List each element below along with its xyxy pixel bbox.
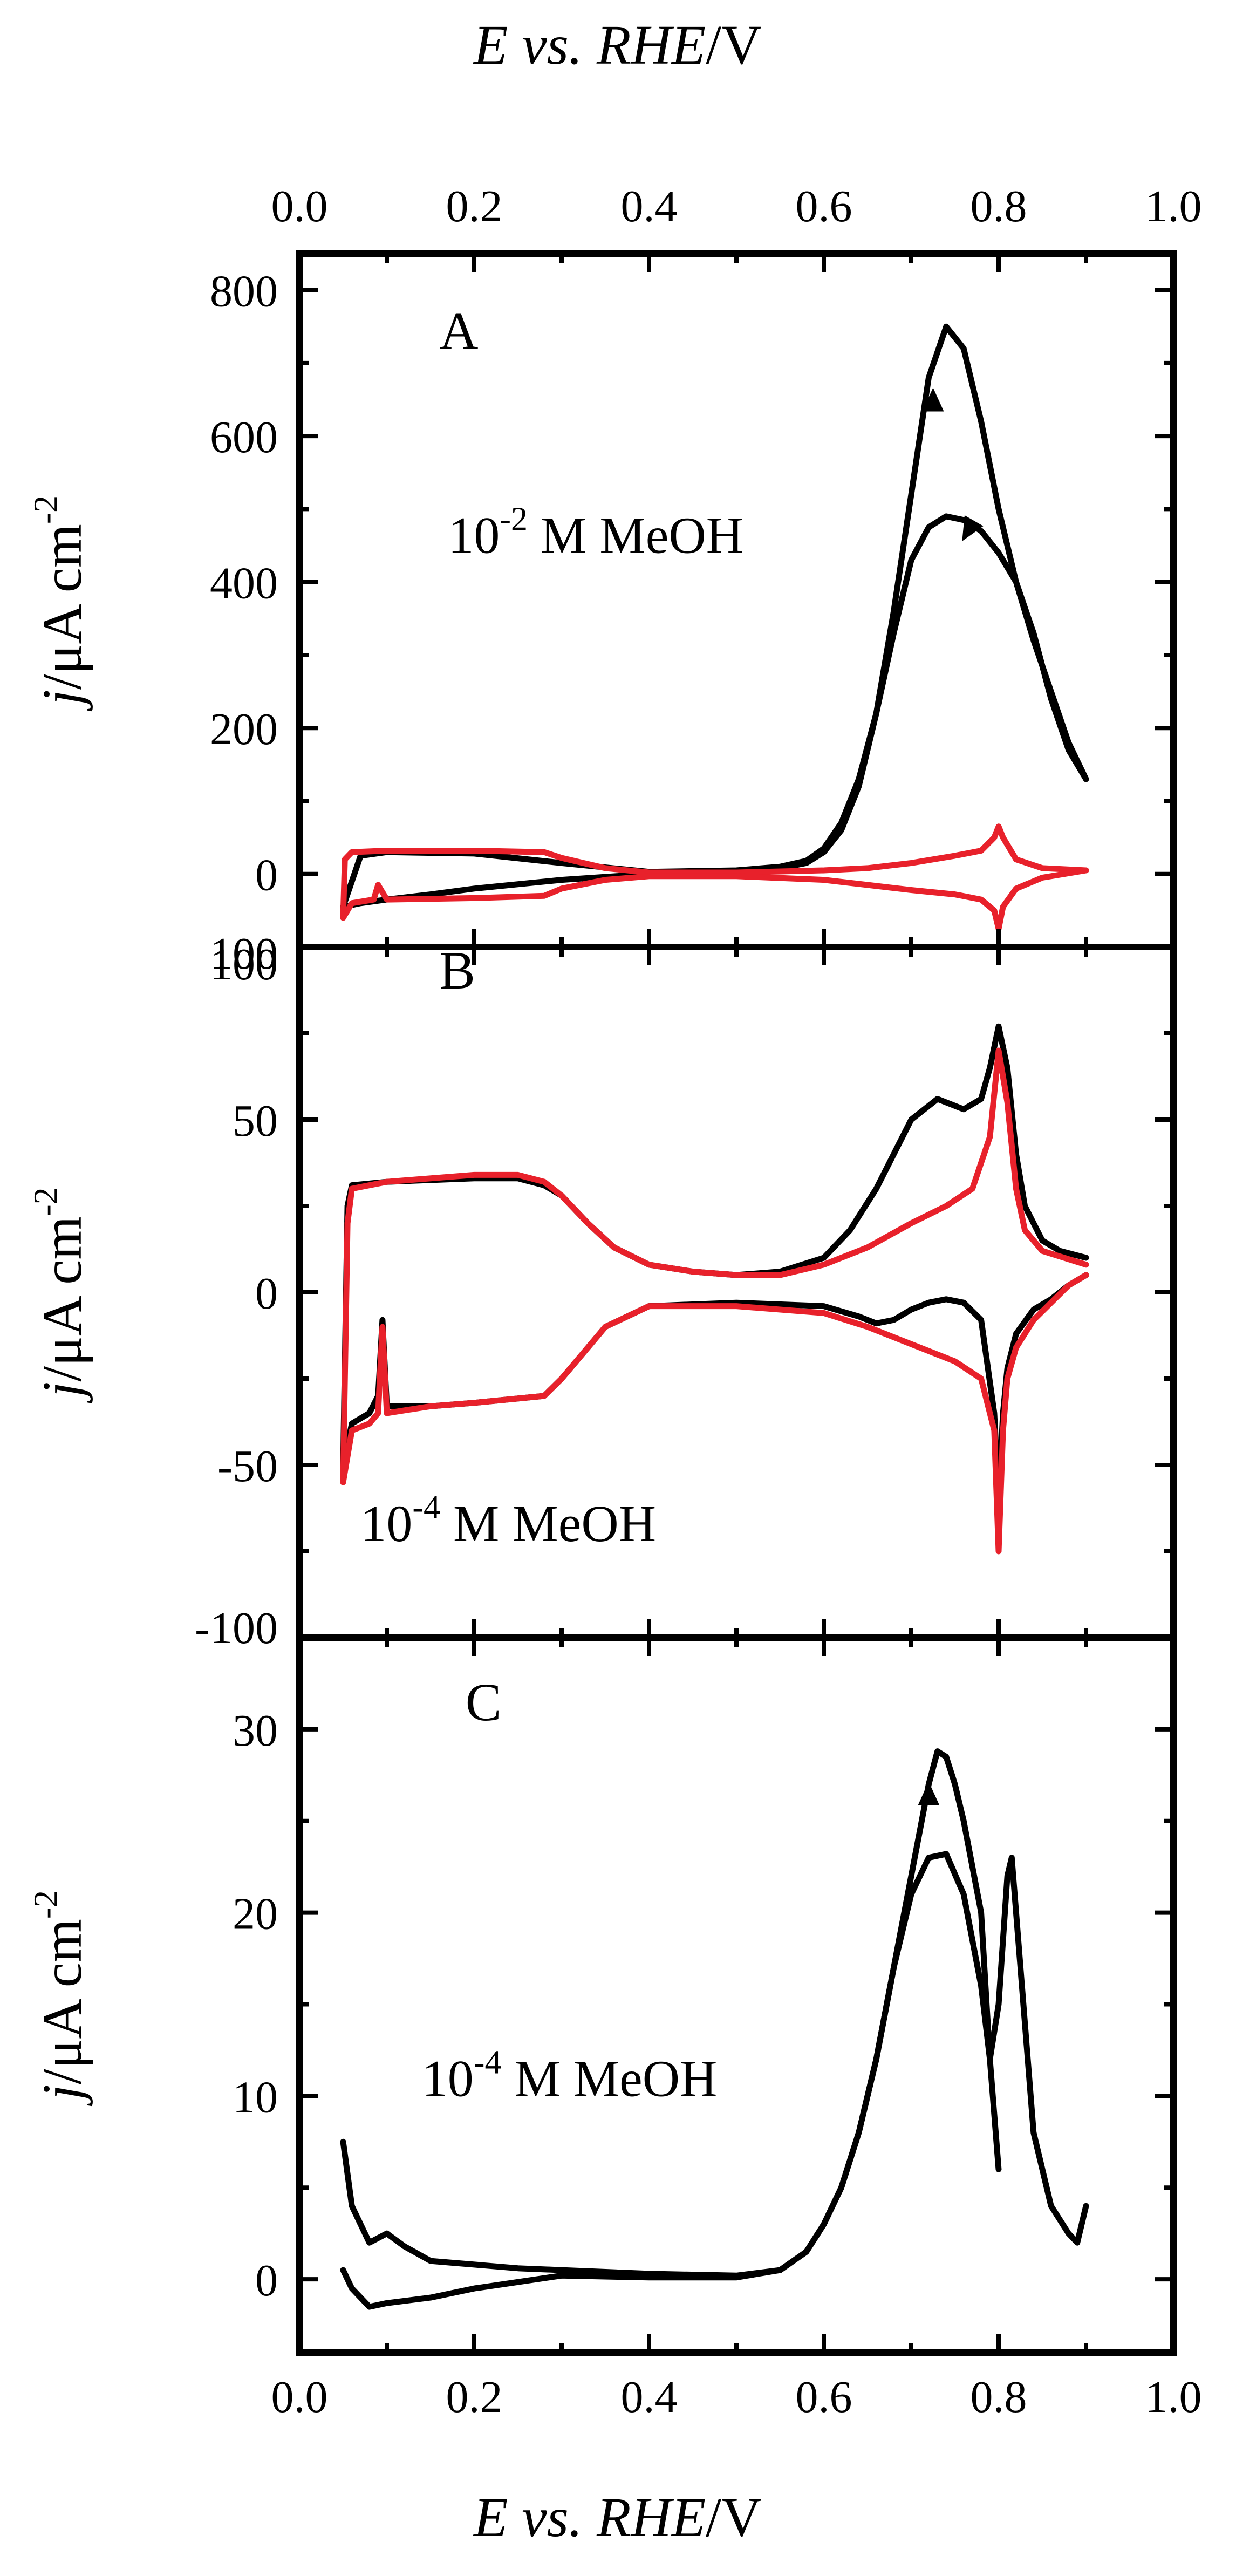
y-tick-label: 200	[210, 704, 278, 754]
panel-letter: C	[466, 1672, 502, 1732]
annotation-exponent: -4	[412, 1489, 440, 1526]
y-axis-title-j: j	[31, 1382, 93, 1404]
series-line-red-cathodic	[340, 867, 1089, 932]
x-tick-label-bottom: 0.6	[796, 2372, 852, 2422]
annotation-text: M MeOH	[528, 507, 743, 564]
y-axis-title-exponent: -2	[26, 495, 65, 524]
x-tick-label-bottom: 0.0	[271, 2372, 328, 2422]
y-tick-label: 0	[255, 850, 278, 901]
x-tick-label-bottom: 0.8	[971, 2372, 1027, 2422]
y-tick-label: 50	[233, 1096, 278, 1146]
series-line-red-anodic	[340, 823, 1089, 921]
x-tick-label-top: 1.0	[1145, 181, 1202, 231]
y-tick-label: 100	[210, 939, 278, 990]
x-tick-label-top: 0.0	[271, 181, 328, 231]
annotation-base: 10	[448, 507, 500, 564]
x-tick-label-top: 0.4	[621, 181, 678, 231]
series-line-red-cathodic	[340, 1272, 1089, 1555]
plot-frame	[296, 944, 1177, 1641]
y-tick-label: 0	[255, 1269, 278, 1319]
y-tick-label: 10	[233, 2072, 278, 2122]
annotation-text: M MeOH	[501, 2049, 717, 2107]
annotation-exponent: -2	[500, 501, 528, 538]
series-line-black-cathodic	[340, 513, 1089, 910]
x-tick-label-bottom: 1.0	[1145, 2372, 1202, 2422]
arrow-up-marker	[918, 1781, 940, 1805]
panel-b: -100 -50 0 50 100 B 10-4 M MeOH j/μA cm-2	[26, 939, 1177, 1653]
annotation-exponent: -4	[474, 2044, 502, 2081]
x-tick-label-bottom: 0.4	[621, 2372, 678, 2422]
y-axis-title: j/μA cm-2	[26, 495, 93, 712]
plot-frame	[296, 250, 1177, 950]
y-tick-label: 0	[255, 2255, 278, 2306]
y-tick-label: 20	[233, 1889, 278, 1939]
panel-a: 0.0 0.2 0.4 0.6 0.8 1.0 0 200 400 600 800 100 A 10-2 …	[26, 181, 1202, 979]
y-axis-title-unit: /μA cm	[31, 1216, 93, 1382]
y-axis-title-unit: /μA cm	[31, 1919, 93, 2084]
y-tick-label: -50	[217, 1441, 278, 1491]
series-line-black-anodic	[340, 323, 1089, 910]
y-axis-title-exponent: -2	[26, 1890, 65, 1919]
y-tick-label: 400	[210, 558, 278, 609]
x-tick-label-top: 0.6	[796, 181, 852, 231]
y-tick-label: 600	[210, 412, 278, 462]
series-line-black-anodic	[340, 1748, 1002, 2279]
x-tick-label-top: 0.8	[971, 181, 1027, 231]
y-tick-label: 30	[233, 1706, 278, 1756]
bottom-axis-title: E vs. RHE/V	[473, 2486, 762, 2548]
y-axis-title-unit: /μA cm	[31, 524, 93, 690]
annotation-base: 10	[422, 2049, 474, 2107]
y-axis-title: j/μA cm-2	[26, 1890, 93, 2107]
y-axis-title-exponent: -2	[26, 1187, 65, 1216]
series-line-black-anodic	[340, 1023, 1089, 1468]
annotation-text: M MeOH	[440, 1495, 656, 1552]
x-tick-label-top: 0.2	[446, 181, 503, 231]
plot-frame	[296, 1634, 1177, 2356]
y-tick-label: 100	[210, 929, 278, 979]
panels: 0.0 0.2 0.4 0.6 0.8 1.00200400600800100A10-2 …	[26, 181, 1202, 2422]
top-axis-title: E vs. RHE/V	[473, 14, 762, 76]
concentration-annotation: 10-4 M MeOH	[360, 1489, 656, 1552]
concentration-annotation: 10-4 M MeOH	[422, 2044, 718, 2107]
y-axis-title: j/μA cm-2	[26, 1187, 93, 1403]
y-tick-label: -100	[195, 1603, 278, 1653]
annotation-base: 10	[360, 1495, 412, 1552]
x-tick-label-bottom: 0.2	[446, 2372, 503, 2422]
panel-letter: B	[439, 941, 475, 1000]
y-tick-label: 800	[210, 267, 278, 317]
arrow-down-marker	[962, 515, 984, 542]
series-line-black-cathodic	[340, 1851, 1089, 2310]
y-axis-title-j: j	[31, 2084, 93, 2107]
arrow-up-marker	[922, 387, 944, 412]
series-line-red-anodic	[340, 1047, 1089, 1485]
concentration-annotation: 10-2 M MeOH	[448, 501, 743, 564]
panel-letter: A	[439, 301, 478, 360]
y-axis-title-j: j	[31, 690, 93, 712]
